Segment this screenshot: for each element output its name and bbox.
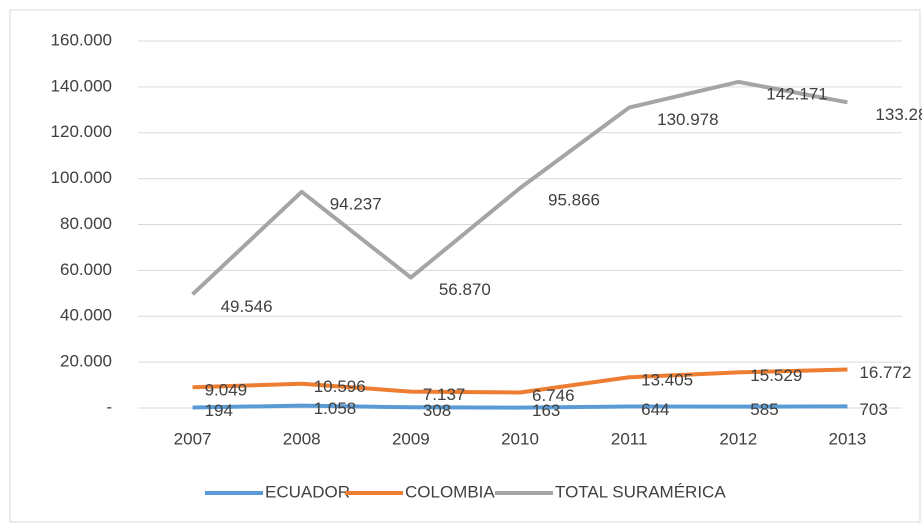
data-label: 130.978	[657, 110, 718, 129]
legend-label: COLOMBIA	[405, 482, 495, 501]
y-tick-label: 20.000	[60, 352, 112, 371]
x-tick-label: 2012	[719, 429, 757, 448]
x-tick-label: 2010	[501, 429, 539, 448]
data-label: 1.058	[314, 399, 357, 418]
data-label: 94.237	[330, 194, 382, 213]
x-tick-label: 2009	[392, 429, 430, 448]
series-line	[192, 367, 848, 395]
data-label: 49.546	[221, 297, 273, 316]
x-tick-label: 2011	[611, 429, 648, 448]
y-tick-label: -	[106, 397, 112, 416]
data-label: 13.405	[641, 371, 693, 390]
data-label: 133.281	[875, 105, 922, 124]
data-label: 16.772	[859, 363, 911, 382]
data-label: 163	[532, 401, 560, 420]
data-label: 56.870	[439, 280, 491, 299]
data-label: 644	[641, 400, 669, 419]
data-label: 6.746	[532, 386, 575, 405]
data-label: 194	[205, 401, 233, 420]
y-tick-label: 120.000	[51, 122, 112, 141]
data-label: 142.171	[766, 84, 827, 103]
y-tick-label: 60.000	[60, 260, 112, 279]
chart-border	[9, 9, 921, 523]
data-label: 7.137	[423, 385, 466, 404]
y-tick-label: 140.000	[51, 76, 112, 95]
y-tick-label: 80.000	[60, 214, 112, 233]
data-label: 308	[423, 401, 451, 420]
data-label: 703	[859, 400, 887, 419]
x-tick-label: 2013	[829, 429, 867, 448]
y-tick-label: 40.000	[60, 306, 112, 325]
y-tick-label: 160.000	[51, 30, 112, 49]
legend-label: ECUADOR	[265, 482, 350, 501]
legend-label: TOTAL SURAMÉRICA	[555, 482, 726, 501]
data-label: 95.866	[548, 191, 600, 210]
data-label: 9.049	[205, 381, 248, 400]
series-line	[191, 79, 848, 296]
series-line	[192, 403, 848, 410]
x-tick-label: 2007	[174, 429, 212, 448]
x-tick-label: 2008	[283, 429, 321, 448]
data-label: 10.596	[314, 377, 366, 396]
data-label: 585	[750, 400, 778, 419]
y-tick-label: 100.000	[51, 168, 112, 187]
data-label: 15.529	[750, 366, 802, 385]
